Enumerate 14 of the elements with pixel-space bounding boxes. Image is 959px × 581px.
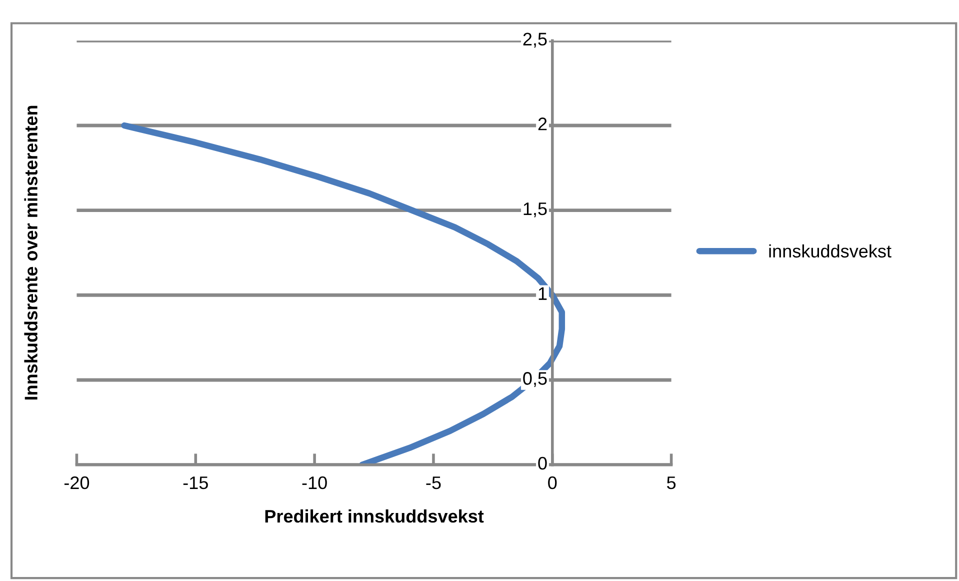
x-tick-label: 0 — [548, 476, 557, 490]
x-tick-label: 5 — [667, 476, 676, 490]
legend-label: innskuddsvekst — [769, 244, 892, 258]
y-axis-title: Innskuddsrente over minsterenten — [24, 106, 38, 400]
x-tick-label: -10 — [302, 476, 327, 490]
x-tick-label: -5 — [426, 476, 441, 490]
y-tick-label: 0 — [538, 456, 547, 470]
y-tick-label: 1 — [538, 287, 547, 300]
x-axis-title: Predikert innskuddsvekst — [265, 509, 484, 523]
x-tick-label: -20 — [64, 476, 90, 490]
y-tick-label: 1,5 — [524, 202, 547, 218]
y-tick-label: 2 — [538, 118, 547, 130]
y-tick-label: 2,5 — [523, 32, 547, 48]
x-tick-label: -15 — [183, 476, 208, 490]
